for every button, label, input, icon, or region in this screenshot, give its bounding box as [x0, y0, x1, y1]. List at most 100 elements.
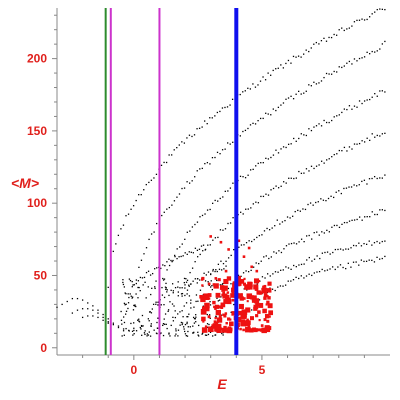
data-point-black	[379, 258, 381, 260]
data-point-black	[171, 283, 174, 285]
data-point-black	[197, 334, 199, 336]
data-point-black	[324, 251, 326, 254]
data-point-black	[240, 211, 242, 213]
data-point-black	[150, 323, 152, 325]
data-point-black	[363, 242, 365, 245]
data-point-black	[155, 303, 157, 305]
data-point-black	[272, 108, 274, 110]
data-point-black	[285, 62, 287, 65]
data-point-black	[237, 274, 240, 276]
data-point-red	[245, 326, 251, 333]
data-point-black	[117, 326, 120, 329]
data-point-black	[166, 208, 168, 210]
data-point-black	[274, 225, 276, 227]
data-point-black	[120, 228, 122, 230]
data-point-black	[328, 36, 330, 39]
data-point-black	[300, 263, 303, 266]
data-point-black	[333, 153, 335, 156]
data-point-black	[142, 325, 144, 327]
data-point-black	[308, 170, 310, 172]
data-point-black	[305, 168, 308, 170]
data-point-black	[325, 72, 328, 75]
data-point-black	[216, 270, 218, 273]
data-point-red	[214, 304, 220, 309]
data-point-black	[371, 133, 373, 135]
data-point-red	[213, 320, 217, 324]
data-point-black	[198, 324, 200, 327]
data-point-red	[212, 300, 216, 305]
data-point-black	[189, 230, 191, 232]
data-point-black	[341, 111, 343, 114]
data-point-black	[153, 177, 155, 179]
data-point-black	[319, 257, 321, 260]
data-point-black	[174, 254, 176, 257]
data-point-red	[247, 324, 251, 328]
data-point-black	[307, 203, 309, 206]
data-point-black	[346, 108, 348, 111]
data-point-black	[366, 99, 368, 101]
data-point-black	[184, 252, 186, 254]
data-point-black	[348, 27, 350, 29]
data-point-black	[206, 123, 208, 125]
data-point-black	[168, 206, 170, 209]
data-point-black	[277, 152, 280, 154]
data-point-black	[150, 233, 153, 235]
data-point-black	[165, 288, 167, 290]
data-point-black	[218, 299, 221, 301]
data-point-black	[156, 222, 158, 225]
data-point-black	[222, 334, 224, 336]
data-point-black	[282, 285, 284, 287]
data-point-black	[310, 85, 312, 87]
data-point-black	[292, 279, 295, 281]
data-point-black	[162, 277, 164, 280]
data-point-black	[163, 296, 166, 299]
data-point-black	[161, 286, 163, 289]
data-point-black	[186, 321, 188, 323]
data-point-black	[196, 221, 199, 223]
data-point-black	[215, 315, 217, 317]
data-point-black	[173, 149, 175, 151]
data-point-red	[253, 304, 259, 310]
data-point-black	[333, 70, 335, 73]
data-point-black	[208, 284, 210, 287]
data-point-black	[197, 300, 199, 302]
data-point-black	[198, 127, 201, 129]
data-point-black	[170, 324, 172, 327]
data-point-black	[209, 163, 211, 165]
data-point-black	[122, 328, 125, 330]
data-point-black	[124, 292, 126, 294]
data-point-black	[313, 81, 315, 83]
data-point-black	[384, 132, 386, 134]
data-point-black	[163, 323, 166, 325]
data-point-black	[351, 148, 353, 150]
data-point-black	[227, 222, 229, 225]
data-point-black	[336, 115, 338, 117]
data-point-black	[276, 219, 278, 221]
data-point-black	[298, 90, 300, 93]
data-point-black	[168, 264, 171, 267]
data-point-black	[155, 173, 158, 175]
data-point-black	[376, 177, 378, 180]
data-point-black	[249, 169, 252, 171]
data-point-black	[180, 321, 183, 324]
data-point-black	[310, 47, 312, 49]
data-point-black	[181, 287, 183, 289]
data-point-black	[66, 300, 68, 303]
data-point-black	[133, 284, 135, 286]
data-point-black	[351, 63, 353, 65]
data-point-black	[352, 261, 355, 263]
data-point-black	[242, 130, 244, 133]
data-point-black	[323, 162, 325, 164]
data-point-black	[144, 333, 146, 336]
data-point-black	[137, 280, 140, 282]
data-point-black	[196, 282, 198, 284]
data-point-black	[338, 29, 340, 31]
data-point-black	[343, 65, 345, 67]
data-point-black	[175, 330, 177, 332]
data-point-black	[233, 303, 235, 306]
data-point-black	[325, 199, 327, 202]
data-point-black	[137, 297, 139, 299]
data-point-black	[363, 260, 365, 263]
data-point-black	[184, 284, 186, 286]
data-point-red	[265, 303, 268, 306]
